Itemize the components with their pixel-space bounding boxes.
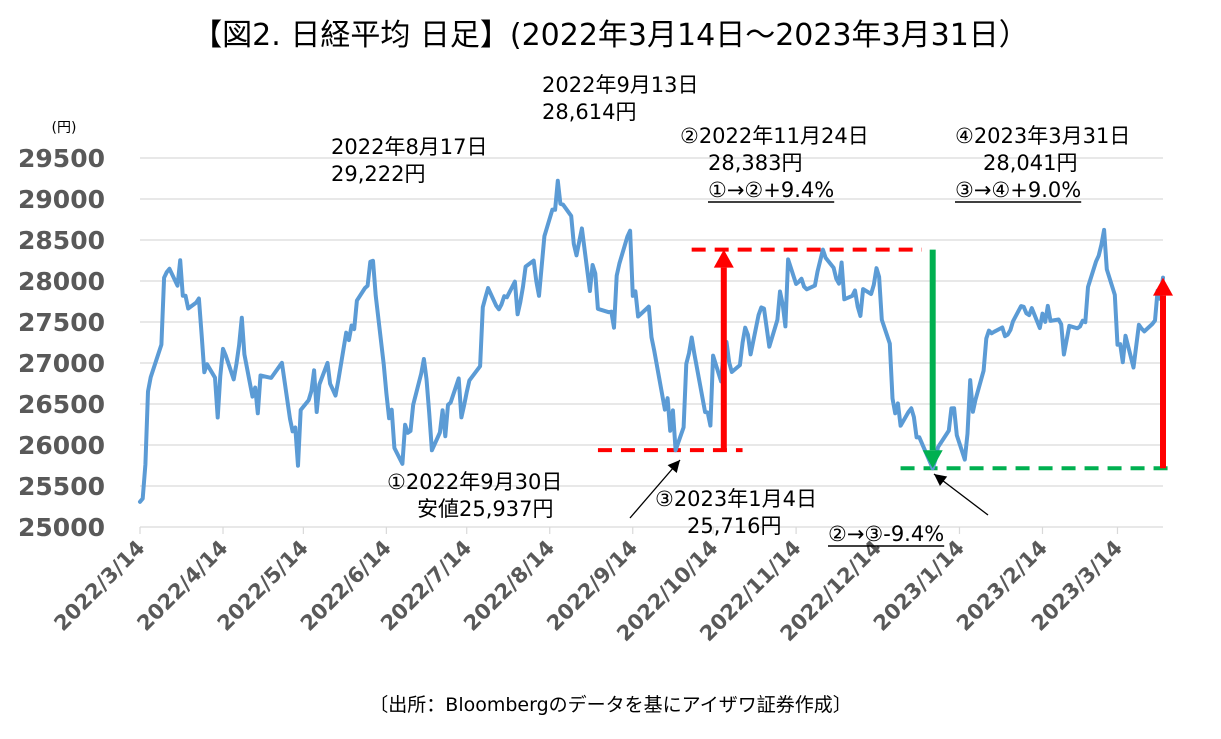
arrow-3to4 bbox=[1153, 277, 1173, 469]
annotation-line: ③2023年1月4日 bbox=[655, 487, 817, 511]
annotation-line: ①→②+9.4% bbox=[708, 178, 834, 202]
y-tick-label: 27500 bbox=[18, 308, 105, 337]
y-tick-label: 25500 bbox=[18, 472, 105, 501]
annotation-line: 29,222円 bbox=[331, 162, 425, 186]
y-tick-label: 28000 bbox=[18, 267, 105, 296]
annotation-line: 28,041円 bbox=[983, 151, 1077, 175]
annotation-line: ②→③-9.4% bbox=[828, 522, 944, 546]
annotation-drop: ②→③-9.4% bbox=[828, 522, 945, 547]
gridlines bbox=[140, 157, 1163, 487]
annotation-mar31: ④2023年3月31日 28,041円 ③→④+9.0% bbox=[955, 124, 1130, 203]
y-tick-label: 29000 bbox=[18, 185, 105, 214]
annotation-line: 2022年8月17日 bbox=[331, 135, 488, 159]
annotation-jan4: ③2023年1月4日 25,716円 bbox=[655, 487, 817, 538]
annotations-layer: 2022年8月17日 29,222円 2022年9月13日 28,614円 ②2022年… bbox=[331, 73, 1130, 547]
pointer-jan4 bbox=[629, 459, 681, 519]
annotation-line: ③→④+9.0% bbox=[955, 178, 1081, 202]
source-note: 〔出所：Bloombergのデータを基にアイザワ証券作成〕 bbox=[369, 694, 852, 716]
y-tick-label: 25000 bbox=[18, 513, 105, 542]
y-tick-label: 26500 bbox=[18, 390, 105, 419]
x-axis: 2022/3/142022/4/142022/5/142022/6/142022… bbox=[49, 527, 1127, 646]
annotation-line: 28,383円 bbox=[708, 151, 802, 175]
annotation-line: 28,614円 bbox=[542, 100, 636, 124]
arrow-2to3 bbox=[922, 249, 943, 469]
series-line-nikkei bbox=[138, 178, 1165, 504]
chart-title: 【図2. 日経平均 日足】(2022年3月14日～2023年3月31日） bbox=[192, 18, 1029, 53]
annotation-aug17: 2022年8月17日 29,222円 bbox=[331, 135, 488, 186]
y-tick-label: 28500 bbox=[18, 226, 105, 255]
y-tick-label: 27000 bbox=[18, 349, 105, 378]
y-tick-label: 26000 bbox=[18, 431, 105, 460]
annotation-line: 安値25,937円 bbox=[417, 497, 553, 521]
annotation-line: ①2022年9月30日 bbox=[387, 470, 562, 494]
annotation-line: 25,716円 bbox=[687, 514, 781, 538]
arrow-1to2 bbox=[713, 249, 734, 451]
annotation-line: ②2022年11月24日 bbox=[680, 124, 869, 148]
y-axis-unit: (円) bbox=[52, 120, 77, 136]
y-axis: 25000 25500 26000 26500 27000 27500 28000 28500… bbox=[18, 120, 1163, 542]
annotation-nov24: ②2022年11月24日 28,383円 ①→②+9.4% bbox=[680, 124, 869, 203]
pointer-drop bbox=[933, 473, 989, 516]
series-layer bbox=[138, 178, 1165, 504]
reference-lines bbox=[597, 247, 1172, 471]
annotation-line: 2022年9月13日 bbox=[542, 73, 699, 97]
annotation-sep13: 2022年9月13日 28,614円 bbox=[542, 73, 699, 124]
annotation-line: ④2023年3月31日 bbox=[955, 124, 1130, 148]
y-tick-label: 29500 bbox=[18, 144, 105, 173]
arrows-layer bbox=[713, 249, 1173, 469]
